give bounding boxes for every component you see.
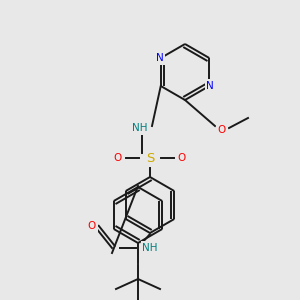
Text: O: O [178, 153, 186, 163]
Text: N: N [156, 53, 164, 63]
Text: N: N [206, 81, 214, 91]
Text: NH: NH [132, 123, 148, 133]
Text: O: O [114, 153, 122, 163]
Text: O: O [218, 125, 226, 135]
Text: NH: NH [142, 243, 158, 253]
Text: S: S [146, 152, 154, 164]
Text: O: O [88, 221, 96, 231]
